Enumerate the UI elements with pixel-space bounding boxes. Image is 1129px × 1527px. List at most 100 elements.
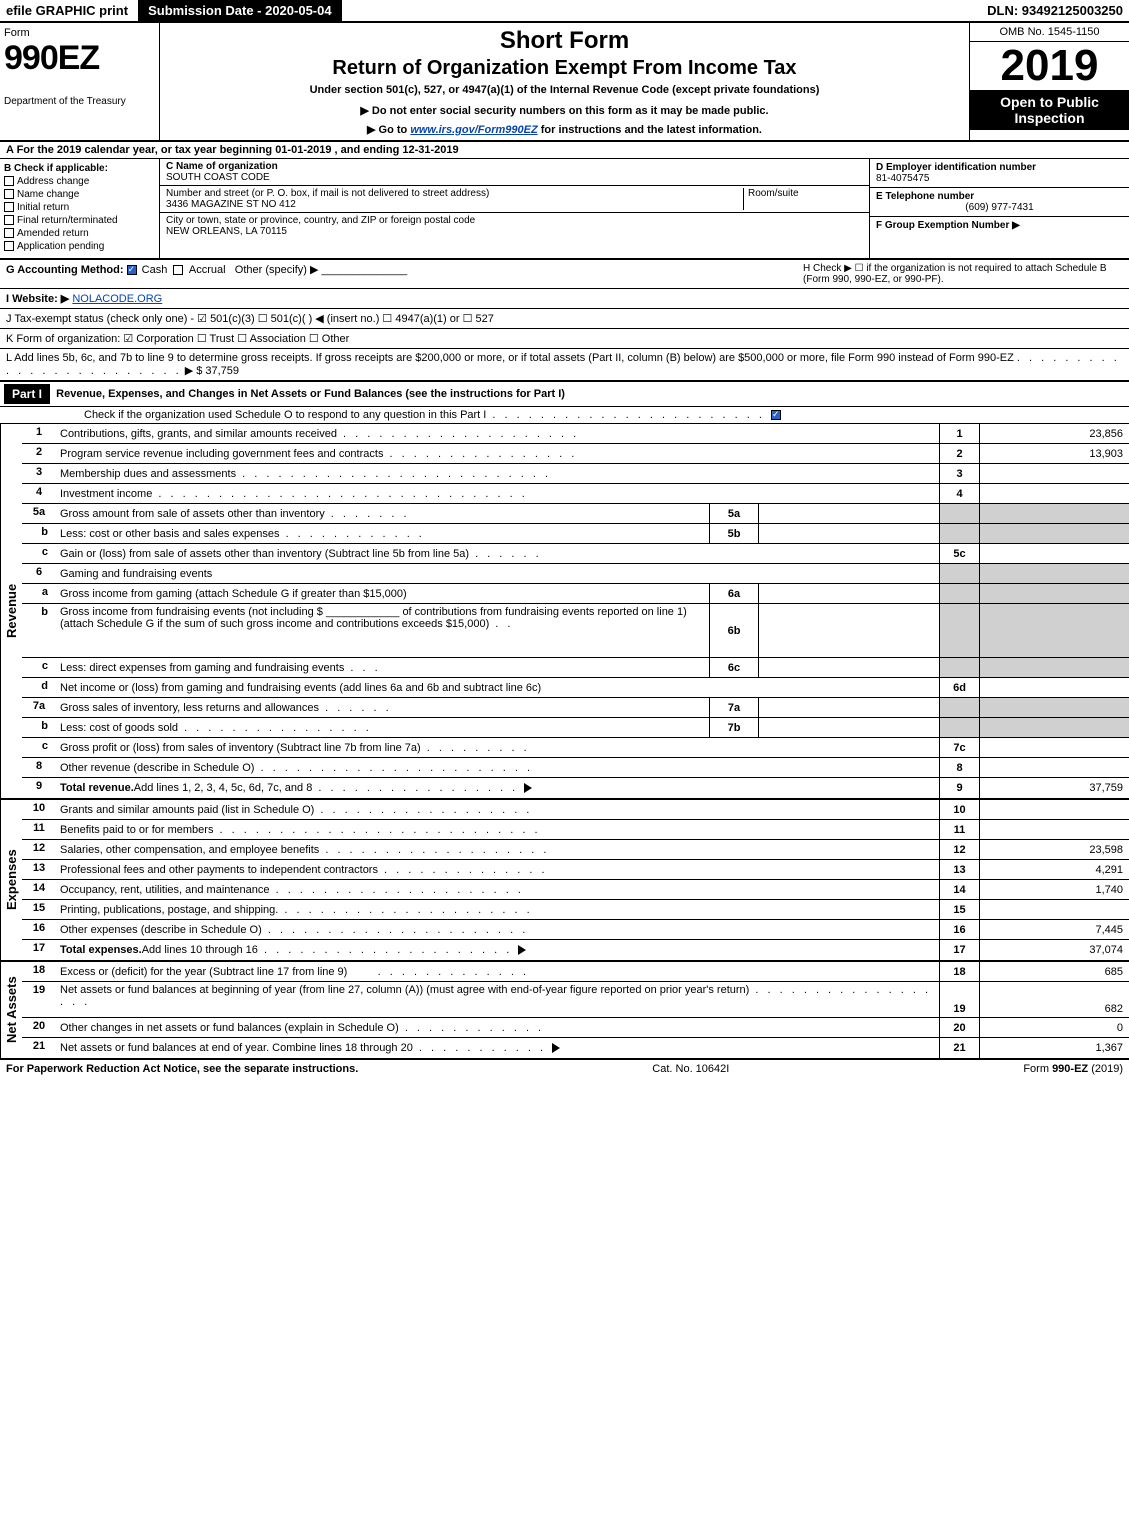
line-6a: aGross income from gaming (attach Schedu… [22, 584, 1129, 604]
part-1-label: Part I [4, 384, 50, 404]
l-amount: ▶ $ 37,759 [185, 365, 239, 377]
line-6d: dNet income or (loss) from gaming and fu… [22, 678, 1129, 698]
grp-label: F Group Exemption Number ▶ [876, 220, 1020, 231]
column-c-org-info: C Name of organization SOUTH COAST CODE … [160, 159, 869, 258]
line-7b: bLess: cost of goods sold . . . . . . . … [22, 718, 1129, 738]
chk-final-return[interactable]: Final return/terminated [4, 215, 155, 226]
address-label: Number and street (or P. O. box, if mail… [166, 188, 743, 199]
b-label: B Check if applicable: [4, 163, 155, 174]
header-right: OMB No. 1545-1150 2019 Open to Public In… [969, 23, 1129, 140]
open-to-public: Open to Public Inspection [970, 90, 1129, 130]
line-17: 17Total expenses. Add lines 10 through 1… [22, 940, 1129, 960]
expenses-table: Expenses 10Grants and similar amounts pa… [0, 800, 1129, 962]
checkbox-icon [4, 176, 14, 186]
ein-label: D Employer identification number [876, 162, 1123, 173]
i-label: I Website: ▶ [6, 293, 69, 305]
tel-value: (609) 977-7431 [876, 202, 1123, 213]
line-6c: cLess: direct expenses from gaming and f… [22, 658, 1129, 678]
checkbox-icon [4, 202, 14, 212]
address-value: 3436 MAGAZINE ST NO 412 [166, 199, 743, 210]
j-text: J Tax-exempt status (check only one) - ☑… [6, 312, 1123, 325]
line-9-value: 37,759 [979, 778, 1129, 798]
website-link[interactable]: NOLACODE.ORG [72, 293, 162, 305]
line-4-value [979, 484, 1129, 503]
irs-link[interactable]: www.irs.gov/Form990EZ [410, 124, 537, 136]
under-section: Under section 501(c), 527, or 4947(a)(1)… [170, 84, 959, 96]
short-form-title: Short Form [170, 27, 959, 55]
l-text: L Add lines 5b, 6c, and 7b to line 9 to … [6, 352, 1014, 364]
part-1-title: Revenue, Expenses, and Changes in Net As… [56, 388, 565, 400]
row-i-website: I Website: ▶ NOLACODE.ORG [0, 289, 1129, 309]
footer-right: Form 990-EZ (2019) [1023, 1063, 1123, 1075]
line-20: 20Other changes in net assets or fund ba… [22, 1018, 1129, 1038]
k-text: K Form of organization: ☑ Corporation ☐ … [6, 332, 1123, 345]
chk-initial-return[interactable]: Initial return [4, 202, 155, 213]
form-word: Form [4, 27, 155, 39]
row-h-check: H Check ▶ ☐ if the organization is not r… [803, 263, 1123, 285]
line-6b: bGross income from fundraising events (n… [22, 604, 1129, 658]
efile-label[interactable]: efile GRAPHIC print [0, 1, 134, 20]
line-16-value: 7,445 [979, 920, 1129, 939]
telephone-row: E Telephone number (609) 977-7431 [870, 188, 1129, 217]
arrow-icon [552, 1043, 560, 1053]
line-6: 6Gaming and fundraising events [22, 564, 1129, 584]
revenue-section-label: Revenue [0, 424, 22, 798]
go-to-link-row: ▶ Go to www.irs.gov/Form990EZ for instru… [170, 123, 959, 136]
line-21-value: 1,367 [979, 1038, 1129, 1058]
entity-block: B Check if applicable: Address change Na… [0, 159, 1129, 260]
checkbox-checked-icon [127, 265, 137, 275]
line-17-value: 37,074 [979, 940, 1129, 960]
line-19-value: 682 [1105, 1003, 1123, 1015]
line-1-value: 23,856 [979, 424, 1129, 443]
chk-address-change[interactable]: Address change [4, 176, 155, 187]
line-19: 19Net assets or fund balances at beginni… [22, 982, 1129, 1018]
arrow-icon [524, 783, 532, 793]
line-14-value: 1,740 [979, 880, 1129, 899]
line-14: 14Occupancy, rent, utilities, and mainte… [22, 880, 1129, 900]
header-left: Form 990EZ Department of the Treasury [0, 23, 160, 140]
org-name-label: C Name of organization [166, 161, 863, 172]
room-suite: Room/suite [743, 188, 863, 210]
do-not-enter: ▶ Do not enter social security numbers o… [170, 104, 959, 117]
expenses-section-label: Expenses [0, 800, 22, 960]
page-footer: For Paperwork Reduction Act Notice, see … [0, 1060, 1129, 1078]
line-7a: 7aGross sales of inventory, less returns… [22, 698, 1129, 718]
line-a-tax-year: A For the 2019 calendar year, or tax yea… [0, 142, 1129, 159]
expenses-body: 10Grants and similar amounts paid (list … [22, 800, 1129, 960]
chk-amended-return[interactable]: Amended return [4, 228, 155, 239]
checkbox-icon [4, 215, 14, 225]
ein-value: 81-4075475 [876, 173, 1123, 184]
chk-name-change[interactable]: Name change [4, 189, 155, 200]
city-value: NEW ORLEANS, LA 70115 [166, 226, 863, 237]
checkbox-icon [173, 265, 183, 275]
org-name-row: C Name of organization SOUTH COAST CODE [160, 159, 869, 186]
line-3-value [979, 464, 1129, 483]
dept-treasury: Department of the Treasury [4, 96, 155, 107]
line-1: 1Contributions, gifts, grants, and simil… [22, 424, 1129, 444]
column-d-e-f: D Employer identification number 81-4075… [869, 159, 1129, 258]
line-7c: cGross profit or (loss) from sales of in… [22, 738, 1129, 758]
tel-label: E Telephone number [876, 191, 1123, 202]
tax-year: 2019 [970, 42, 1129, 90]
city-label: City or town, state or province, country… [166, 215, 863, 226]
line-13: 13Professional fees and other payments t… [22, 860, 1129, 880]
row-g-accounting: G Accounting Method: Cash Accrual Other … [0, 260, 1129, 289]
revenue-body: 1Contributions, gifts, grants, and simil… [22, 424, 1129, 798]
topbar-left: efile GRAPHIC print Submission Date - 20… [0, 0, 342, 21]
omb-number: OMB No. 1545-1150 [970, 23, 1129, 42]
line-3: 3Membership dues and assessments . . . .… [22, 464, 1129, 484]
row-k-form-org: K Form of organization: ☑ Corporation ☐ … [0, 329, 1129, 349]
line-12-value: 23,598 [979, 840, 1129, 859]
line-5c: cGain or (loss) from sale of assets othe… [22, 544, 1129, 564]
checkbox-icon [4, 228, 14, 238]
chk-application-pending[interactable]: Application pending [4, 241, 155, 252]
return-title: Return of Organization Exempt From Incom… [170, 57, 959, 80]
dln-number: DLN: 93492125003250 [987, 3, 1129, 18]
go-to-pre: ▶ Go to [367, 124, 410, 136]
part-1-header: Part I Revenue, Expenses, and Changes in… [0, 382, 1129, 407]
check-line-text: Check if the organization used Schedule … [84, 409, 486, 421]
form-number: 990EZ [4, 39, 155, 78]
g-label: G Accounting Method: [6, 264, 124, 276]
footer-left: For Paperwork Reduction Act Notice, see … [6, 1063, 358, 1075]
line-15: 15Printing, publications, postage, and s… [22, 900, 1129, 920]
